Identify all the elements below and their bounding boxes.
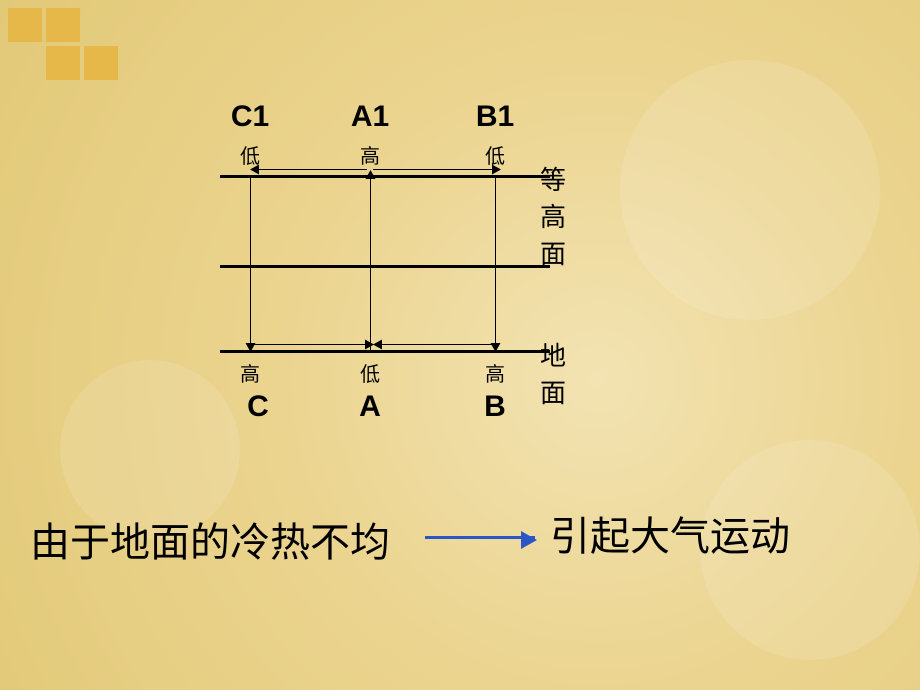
arrow-a1-to-c1 — [253, 169, 367, 170]
thermal-circulation-diagram: C1 A1 B1 低 高 低 等高面 地面 — [220, 100, 550, 420]
ground-level-label: 地面 — [540, 336, 566, 410]
caption-cause: 由于地面的冷热不均 — [30, 510, 390, 568]
label-b: B — [484, 390, 506, 424]
caption-arrow-icon — [425, 536, 535, 539]
label-c1: C1 — [231, 100, 269, 134]
bg-circle — [620, 60, 880, 320]
pressure-b: 高 — [485, 358, 505, 387]
upper-level-line — [220, 175, 550, 178]
label-c: C — [247, 390, 269, 424]
pressure-a1: 高 — [360, 140, 380, 169]
arrowhead-left-icon — [373, 340, 382, 350]
ground-level-line — [220, 350, 550, 353]
arrow-b-to-a — [376, 344, 492, 345]
caption-effect: 引起大气运动 — [550, 504, 790, 562]
arrow-a-up — [370, 178, 371, 350]
arrowhead-down-icon — [491, 343, 501, 352]
arrowhead-up-icon — [366, 170, 376, 179]
arrow-a1-to-b1 — [373, 169, 492, 170]
slide: C1 A1 B1 低 高 低 等高面 地面 — [0, 0, 920, 690]
arrowhead-right-icon — [492, 165, 501, 175]
arrow-c-down — [250, 178, 251, 345]
label-b1: B1 — [476, 100, 514, 134]
middle-level-line — [220, 265, 550, 268]
pressure-a: 低 — [360, 358, 380, 387]
arrow-b-down — [495, 178, 496, 345]
upper-level-label: 等高面 — [540, 160, 566, 271]
arrowhead-left-icon — [250, 165, 259, 175]
arrow-c-to-a — [253, 344, 365, 345]
label-a: A — [359, 390, 381, 424]
pressure-c: 高 — [240, 358, 260, 387]
label-a1: A1 — [351, 100, 389, 134]
